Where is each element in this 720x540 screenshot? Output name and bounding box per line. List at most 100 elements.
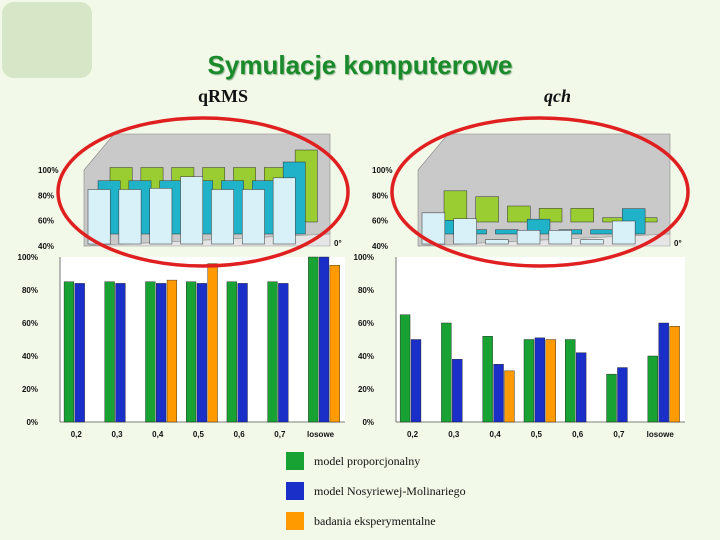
chart1-y-tick-label: 80% (22, 286, 38, 295)
chart2-inset-bar (538, 208, 563, 223)
chart2-inset-bar (495, 229, 519, 235)
chart2-inset-bar (443, 190, 468, 223)
slide-title: Symulacje komputerowe (207, 50, 513, 80)
chart1-inset-tick-label: 100% (38, 166, 58, 175)
chart2-inset-bar (507, 205, 531, 223)
chart2-y-tick-label: 60% (358, 319, 374, 328)
chart1-y-tick-label: 0% (26, 418, 38, 427)
chart2-inset-bar (485, 239, 509, 245)
chart2-bar-proportional (647, 355, 658, 423)
legend-item-nosyriewej: model Nosyriewej-Molinariego (286, 476, 466, 506)
chart2-x-tick-label: 0,6 (572, 430, 584, 439)
chart1-y-tick-label: 40% (22, 352, 38, 361)
chart1-bar-nosyriewej (156, 283, 167, 423)
chart1-inset-bar (180, 176, 204, 245)
chart2-inset-bar (453, 218, 477, 245)
chart1-x-tick-label: 0,6 (234, 430, 246, 439)
chart2-inset-tick-label: 60% (372, 217, 388, 226)
chart2-bar-proportional (523, 339, 535, 423)
chart2-bar-nosyriewej (617, 367, 628, 423)
legend: model proporcjonalny model Nosyriewej-Mo… (286, 446, 466, 536)
chart2-bar-nosyriewej (410, 339, 422, 423)
chart1-inset-tick-label: 80% (38, 191, 54, 200)
chart2-bar-nosyriewej (534, 337, 546, 423)
left-panel-label: qRMS (198, 86, 249, 106)
chart2-x-tick-label: 0,5 (531, 430, 543, 439)
chart1-bar-nosyriewej (237, 283, 248, 423)
chart2-inset-bar (548, 230, 572, 245)
legend-label-proportional: model proporcjonalny (314, 453, 421, 468)
legend-label-nosyriewej: model Nosyriewej-Molinariego (314, 483, 466, 498)
chart2-x-tick-label: 0,7 (613, 430, 625, 439)
chart2-y-tick-label: 20% (358, 385, 374, 394)
chart2-bar-proportional (482, 336, 493, 423)
chart1-x-tick-label: 0,3 (111, 430, 123, 439)
chart2-y-tick-label: 80% (358, 286, 374, 295)
chart1-bar-proportional (63, 281, 75, 423)
chart1-inset-bar (149, 188, 173, 245)
chart2-bar-experimental (669, 326, 680, 423)
chart1-bar-nosyriewej (318, 256, 330, 423)
chart1-bar-nosyriewej (74, 283, 85, 423)
chart2-x-tick-label: 0,4 (490, 430, 502, 439)
chart2-inset-floor (417, 233, 671, 247)
chart1-bar-proportional (186, 281, 197, 423)
chart1-inset-floor (83, 233, 331, 247)
legend-label-experimental: badania eksperymentalne (314, 513, 436, 528)
chart1-bar-proportional (267, 281, 278, 423)
chart1-bar-experimental (329, 265, 340, 423)
chart2-inset-bar (612, 220, 636, 245)
chart2-bar-nosyriewej (493, 364, 504, 423)
chart1-bar-nosyriewej (278, 283, 289, 423)
chart1-inset-bar (211, 189, 234, 245)
chart2-bar-proportional (441, 322, 452, 423)
chart2-inset-tick-label: 80% (372, 191, 388, 200)
chart1-x-tick-label: losowe (307, 430, 335, 439)
chart2-bar-nosyriewej (575, 352, 587, 423)
chart2-inset-bar (580, 239, 604, 245)
right-panel-label: qch (544, 86, 571, 106)
chart2-y-tick-label: 0% (362, 418, 374, 427)
chart2-bar-proportional (606, 373, 617, 423)
chart1-bar-proportional (145, 281, 156, 423)
chart1-inset-bar (242, 189, 265, 245)
chart1-inset-bar (118, 189, 142, 245)
chart2-highlight-ellipse (390, 116, 690, 268)
chart1-bar-experimental (207, 263, 218, 423)
chart1-inset-tick-label: 60% (38, 217, 54, 226)
chart2-inset-tick-label: 100% (372, 166, 392, 175)
chart2-bar-experimental (545, 339, 556, 423)
chart1-x-tick-label: 0,2 (71, 430, 83, 439)
chart2-inset-tick-label: 40% (372, 242, 388, 251)
legend-swatch-proportional (286, 452, 304, 470)
chart2-inset-bar (570, 208, 594, 223)
legend-item-experimental: badania eksperymentalne (286, 506, 466, 536)
chart1-bar-proportional (104, 281, 115, 423)
chart1-bar-proportional (308, 256, 319, 423)
chart2-y-tick-label: 40% (358, 352, 374, 361)
chart1-inset-bar (272, 177, 296, 245)
chart1-y-tick-label: 20% (22, 385, 38, 394)
chart1-bar-experimental (166, 279, 178, 423)
chart2-bar-proportional (565, 339, 576, 423)
chart2-inset-angle-label: 0° (674, 239, 682, 248)
chart2-inset-bar (590, 229, 614, 235)
chart1-inset-tick-label: 40% (38, 242, 54, 251)
legend-item-proportional: model proporcjonalny (286, 446, 466, 476)
chart2-inset-bar (475, 196, 499, 223)
chart2-x-tick-label: 0,3 (448, 430, 460, 439)
chart1-inset-bar (87, 189, 111, 245)
chart1-bar-nosyriewej (196, 283, 207, 423)
chart2-bar-nosyriewej (658, 322, 669, 423)
chart2-bar-nosyriewej (452, 359, 463, 423)
chart2-x-tick-label: 0,2 (407, 430, 419, 439)
university-logo (2, 2, 92, 78)
chart2-inset-bar (516, 230, 541, 245)
chart1-inset-angle-label: 0° (334, 239, 342, 248)
chart2-bar-proportional (399, 314, 411, 423)
chart2-bar-experimental (504, 370, 515, 423)
legend-swatch-experimental (286, 512, 304, 530)
chart2-x-tick-label: losowe (647, 430, 675, 439)
legend-swatch-nosyriewej (286, 482, 304, 500)
